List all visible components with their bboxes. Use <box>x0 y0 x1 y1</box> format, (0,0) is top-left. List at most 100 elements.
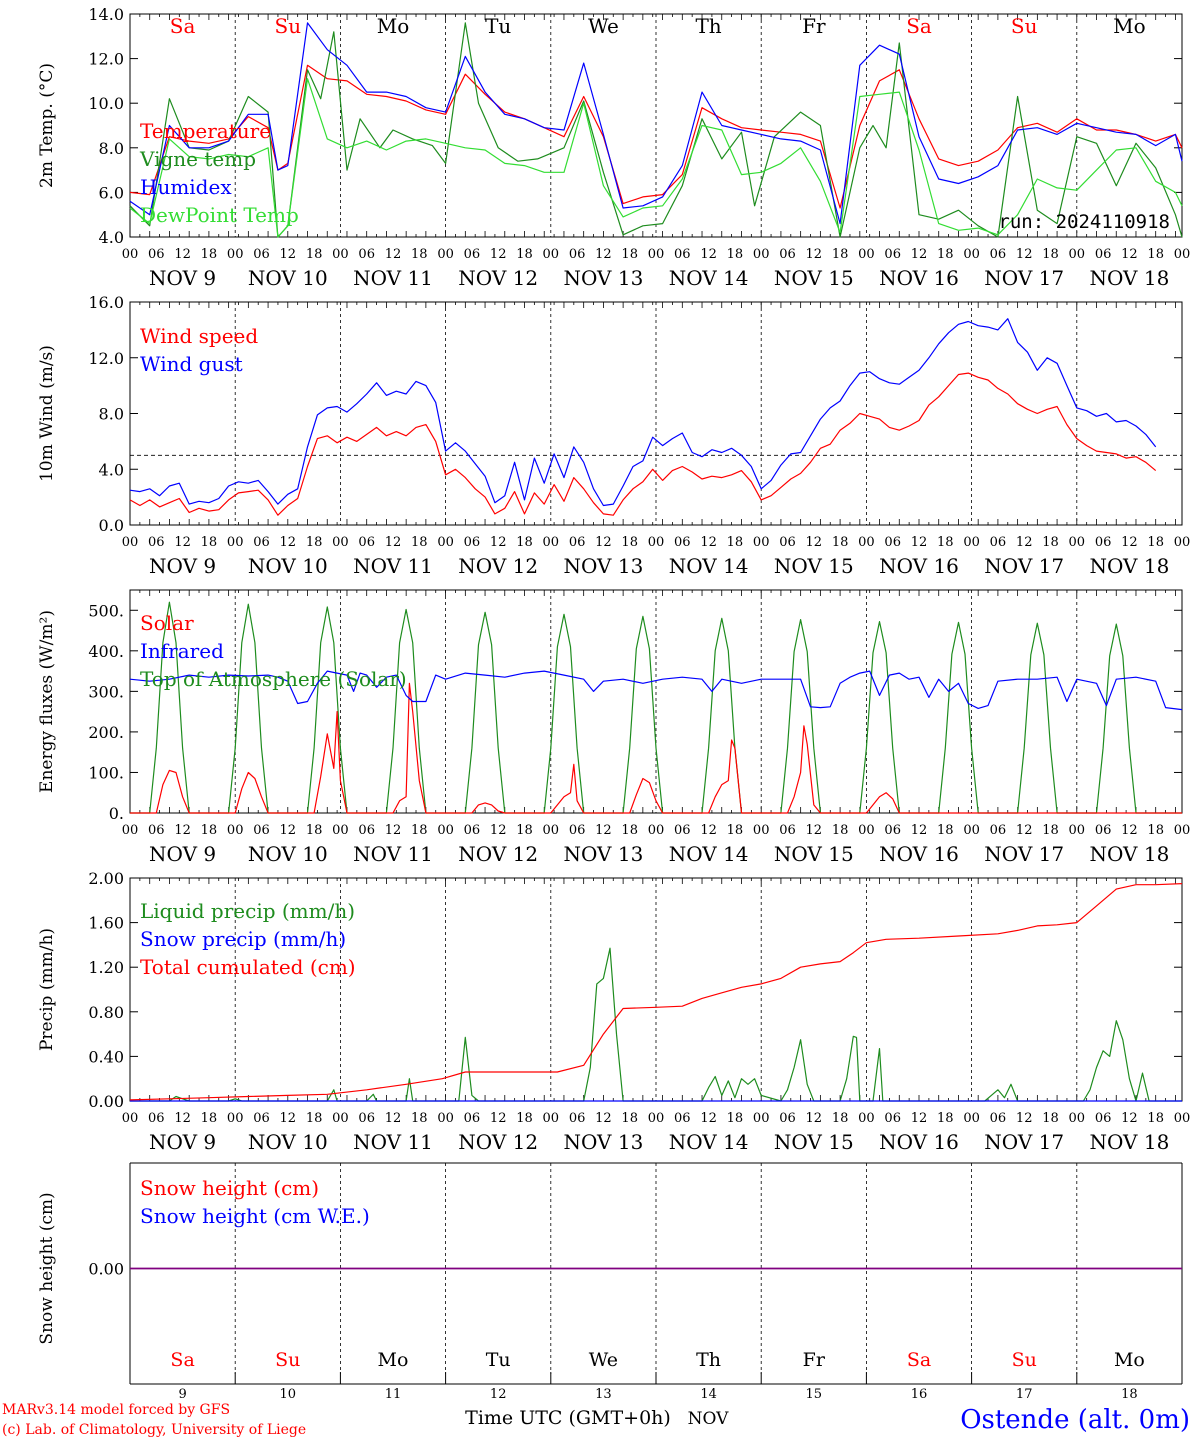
x-day-label: NOV 11 <box>353 266 433 290</box>
x-hour-label: 00 <box>227 247 244 262</box>
legend-entry: Vigne temp <box>139 147 256 171</box>
x-hour-label: 12 <box>911 1111 928 1126</box>
x-hour-label: 00 <box>963 247 980 262</box>
x-day-label: NOV 13 <box>564 266 644 290</box>
x-hour-label: 00 <box>1174 247 1191 262</box>
x-hour-label: 18 <box>1042 247 1059 262</box>
x-hour-label: 12 <box>700 1111 717 1126</box>
x-hour-label: 06 <box>464 823 481 838</box>
x-hour-label: 18 <box>727 823 744 838</box>
y-tick-label: 500. <box>88 601 124 620</box>
x-hour-label: 06 <box>884 247 901 262</box>
x-hour-label: 06 <box>1095 823 1112 838</box>
x-hour-label: 18 <box>201 247 218 262</box>
x-day-label: NOV 13 <box>564 554 644 578</box>
x-day-label: NOV 10 <box>248 842 328 866</box>
x-day-label: NOV 17 <box>984 266 1064 290</box>
legend-entry: Snow precip (mm/h) <box>140 927 346 951</box>
x-hour-label: 06 <box>779 1111 796 1126</box>
x-hour-label: 18 <box>621 247 638 262</box>
x-day-label: NOV 15 <box>774 842 854 866</box>
x-hour-label: 06 <box>1095 1111 1112 1126</box>
x-hour-label: 00 <box>332 823 349 838</box>
x-hour-label: 12 <box>595 535 612 550</box>
x-hour-label: 00 <box>753 1111 770 1126</box>
x-day-label: NOV 11 <box>353 1130 433 1154</box>
x-hour-label: 18 <box>727 247 744 262</box>
x-hour-label: 18 <box>411 823 428 838</box>
x-day-label: NOV 12 <box>458 1130 538 1154</box>
x-hour-label: 12 <box>174 247 191 262</box>
x-hour-label: 12 <box>280 247 297 262</box>
y-tick-label: 10.0 <box>88 94 124 113</box>
x-hour-label: 06 <box>358 823 375 838</box>
series-dewpoint-temp <box>129 78 1183 238</box>
x-hour-label: 12 <box>806 823 823 838</box>
x-hour-label: 06 <box>884 1111 901 1126</box>
x-hour-label: 12 <box>700 247 717 262</box>
x-hour-label: 12 <box>806 1111 823 1126</box>
series-solar <box>130 682 1182 814</box>
x-hour-label: 00 <box>332 1111 349 1126</box>
legend-entry: Snow height (cm) <box>140 1176 319 1200</box>
x-hour-label: 00 <box>963 823 980 838</box>
x-hour-label: 18 <box>1042 1111 1059 1126</box>
y-tick-label: 12.0 <box>88 50 124 69</box>
weekday-label-bottom: Tu <box>486 1349 511 1371</box>
weekday-label-bottom: Mo <box>1114 1349 1145 1371</box>
y-axis-label: Precip (mm/h) <box>37 928 57 1051</box>
x-hour-label: 12 <box>385 535 402 550</box>
x-hour-label: 18 <box>1042 535 1059 550</box>
x-hour-label: 12 <box>385 1111 402 1126</box>
x-day-label: NOV 17 <box>984 554 1064 578</box>
x-hour-label: 12 <box>490 823 507 838</box>
x-hour-label: 06 <box>464 247 481 262</box>
weekday-label-bottom: Fr <box>803 1349 826 1371</box>
legend-entry: Temperature <box>140 119 271 143</box>
x-hour-label: 12 <box>1016 823 1033 838</box>
weekday-label-top: Mo <box>377 14 410 38</box>
x-hour-label: 12 <box>1121 823 1138 838</box>
legend-entry: Wind speed <box>140 324 258 348</box>
x-day-label: NOV 13 <box>564 842 644 866</box>
x-hour-label: 18 <box>306 1111 323 1126</box>
x-hour-label: 00 <box>963 535 980 550</box>
x-hour-label: 00 <box>1069 823 1086 838</box>
x-hour-label: 12 <box>490 1111 507 1126</box>
x-hour-label: 12 <box>174 823 191 838</box>
y-axis-label: 2m Temp. (°C) <box>37 63 57 188</box>
x-hour-label: 06 <box>1095 535 1112 550</box>
x-hour-label: 18 <box>1147 247 1164 262</box>
x-hour-label: 00 <box>1069 1111 1086 1126</box>
y-tick-label: 400. <box>88 642 124 661</box>
x-hour-label: 12 <box>595 823 612 838</box>
x-hour-label: 18 <box>621 535 638 550</box>
legend-entry: Humidex <box>140 175 232 199</box>
x-hour-label: 06 <box>779 535 796 550</box>
x-hour-label: 18 <box>201 823 218 838</box>
x-hour-label: 12 <box>1016 247 1033 262</box>
x-hour-label: 12 <box>1121 535 1138 550</box>
x-hour-label: 18 <box>1147 823 1164 838</box>
x-hour-label: 06 <box>779 823 796 838</box>
x-hour-label: 18 <box>621 823 638 838</box>
x-hour-label: 06 <box>253 247 270 262</box>
x-hour-label: 00 <box>1174 823 1191 838</box>
x-hour-label: 00 <box>543 823 560 838</box>
x-day-label: NOV 9 <box>149 554 216 578</box>
x-hour-label: 12 <box>490 247 507 262</box>
x-hour-label: 00 <box>122 823 139 838</box>
x-hour-label: 00 <box>437 1111 454 1126</box>
x-day-label: NOV 17 <box>984 842 1064 866</box>
x-hour-label: 00 <box>648 247 665 262</box>
x-hour-label: 06 <box>148 1111 165 1126</box>
panel-temperature: 4.0 6.0 8.0 10.0 12.0 14.0 2m Temp. (°C) Temper… <box>37 5 1190 290</box>
x-day-label: NOV 11 <box>353 842 433 866</box>
panel-snow: 0.00 Snow height (cm) Snow height (cm) Snow… <box>37 1162 1183 1374</box>
day-number-label: 17 <box>1016 1387 1033 1402</box>
x-hour-label: 00 <box>858 247 875 262</box>
x-hour-label: 06 <box>884 535 901 550</box>
run-label: run: 2024110918 <box>998 211 1170 233</box>
x-hour-label: 12 <box>911 535 928 550</box>
y-axis-label: Energy fluxes (W/m²) <box>37 610 57 793</box>
